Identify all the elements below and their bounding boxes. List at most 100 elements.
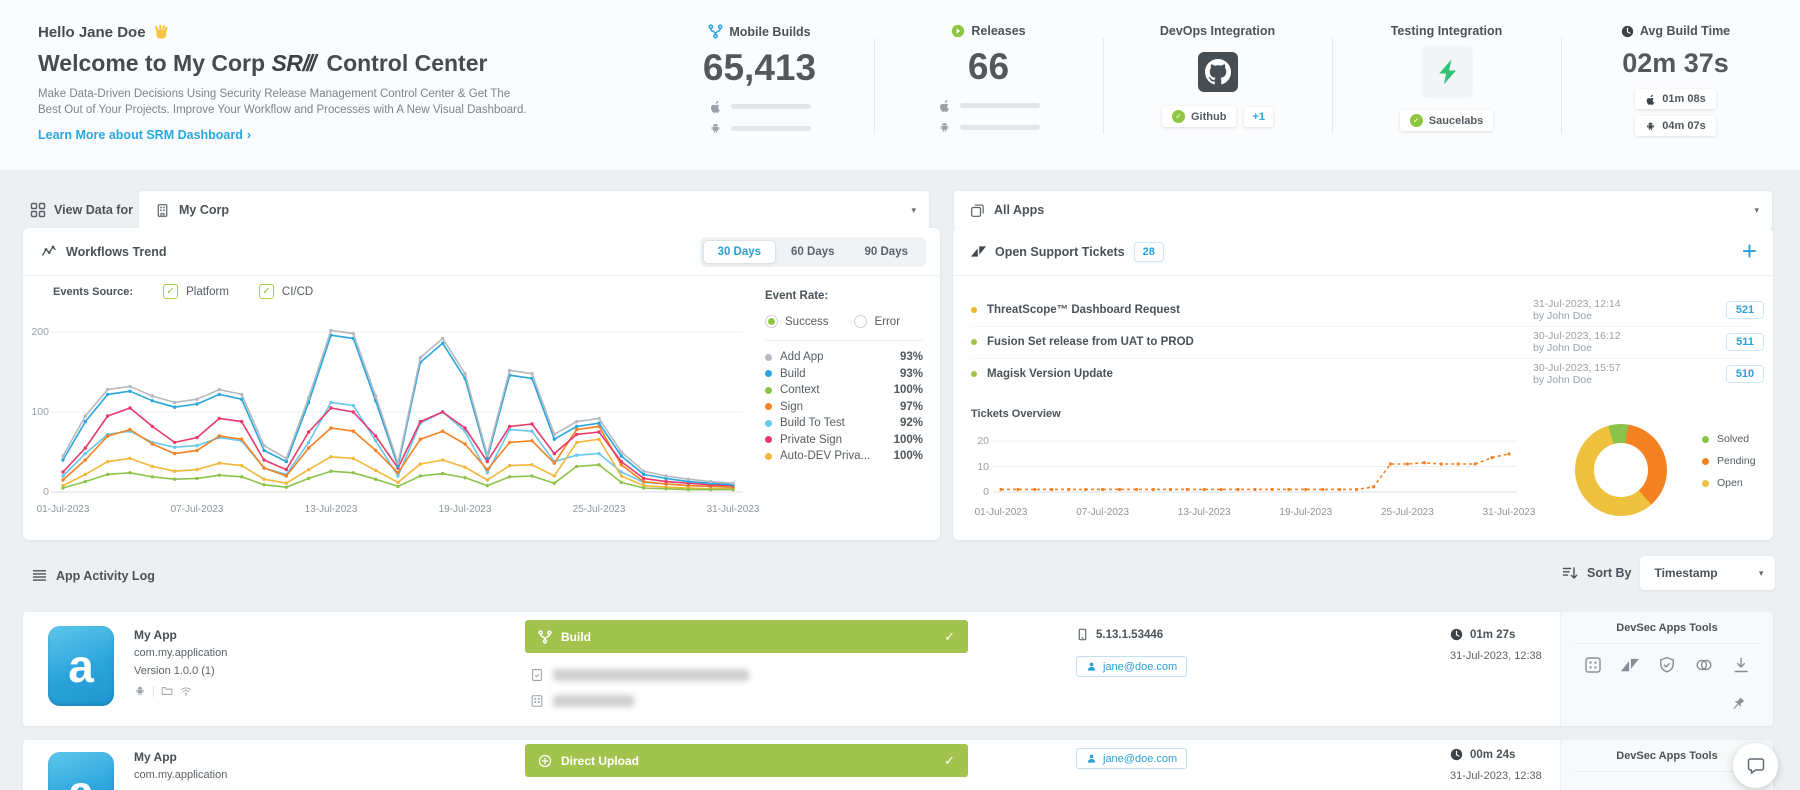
check-icon: ✓	[1172, 110, 1185, 123]
ticket-row[interactable]: Magisk Version Update 30-Jul-2023, 15:57…	[953, 358, 1773, 390]
ticket-id-badge[interactable]: 511	[1726, 333, 1764, 351]
legend-label: Context	[780, 384, 820, 397]
y-tick-label: 200	[31, 326, 49, 338]
user-badge[interactable]: jane@doe.com	[1076, 656, 1188, 677]
pin-icon[interactable]	[1730, 696, 1747, 713]
legend-label: Build To Test	[780, 417, 845, 430]
user-email: jane@doe.com	[1103, 660, 1178, 673]
y-tick-label: 0	[983, 486, 989, 498]
y-tick-label: 20	[977, 435, 989, 448]
status-dot	[971, 339, 977, 345]
donut-legend-pending: Pending	[1702, 450, 1756, 472]
learn-more-link[interactable]: Learn More about SRM Dashboard ›	[38, 128, 251, 142]
error-radio[interactable]: Error	[854, 315, 900, 328]
tab-30-days[interactable]: 30 Days	[702, 240, 777, 264]
x-tick-label: 19-Jul-2023	[438, 504, 492, 515]
legend-label: Auto-DEV Priva...	[780, 450, 871, 463]
stat-label-text: Releases	[971, 24, 1026, 38]
ticket-row[interactable]: Fusion Set release from UAT to PROD 30-J…	[953, 326, 1773, 358]
cicd-checkbox[interactable]: ✓ CI/CD	[258, 284, 313, 299]
devsec-tools-title: DevSec Apps Tools	[1616, 750, 1718, 762]
x-tick-label: 31-Jul-2023	[1482, 507, 1536, 518]
sort-by-label: Sort By	[1587, 566, 1632, 580]
build-detail-line	[530, 668, 749, 682]
legend-pct: 100%	[893, 384, 923, 397]
status-dot	[971, 307, 977, 313]
clock-icon	[1450, 748, 1463, 761]
event-rate-label: Event Rate:	[765, 290, 829, 302]
chat-button[interactable]	[1733, 743, 1778, 788]
activity-timestamp: 31-Jul-2023, 12:38	[1450, 770, 1542, 782]
ticket-id-badge[interactable]: 521	[1726, 301, 1764, 319]
github-badge[interactable]: ✓ Github	[1162, 106, 1237, 127]
checkbox-checked-icon: ✓	[258, 284, 274, 299]
apple-icon	[1645, 94, 1656, 105]
check-icon: ✓	[944, 752, 955, 768]
github-icon	[1197, 52, 1238, 92]
x-tick-label: 31-Jul-2023	[706, 504, 760, 515]
legend-dot	[765, 452, 772, 460]
app-version: Version 1.0.0 (1)	[134, 665, 215, 677]
action-label: Build	[561, 629, 591, 644]
redacted-text	[553, 669, 749, 681]
legend-label: Add App	[780, 351, 824, 364]
ticket-timestamp: 30-Jul-2023, 15:57	[1533, 361, 1621, 374]
events-source-label: Events Source:	[53, 285, 134, 298]
apps-select-value: All Apps	[994, 203, 1045, 217]
srm-logo: SR	[271, 50, 303, 76]
person-icon	[1086, 753, 1097, 764]
platform-checkbox[interactable]: ✓ Platform	[163, 284, 229, 299]
org-select-value: My Corp	[179, 203, 229, 217]
ticket-meta: 30-Jul-2023, 16:12 by John Doe	[1533, 330, 1683, 355]
legend-dot	[1702, 435, 1709, 443]
download-icon[interactable]	[1732, 656, 1750, 674]
radio-on-icon	[765, 315, 778, 328]
zendesk-tool-icon[interactable]	[1621, 656, 1639, 674]
devops-more-badge[interactable]: +1	[1244, 106, 1273, 127]
workflows-y-axis: 0 100 200	[23, 313, 49, 499]
ticket-row[interactable]: ThreatScope™ Dashboard Request 31-Jul-20…	[953, 294, 1773, 326]
devsec-tools-section: DevSec Apps Tools	[1560, 612, 1773, 726]
legend-dot	[765, 370, 772, 378]
legend-pct: 93%	[899, 367, 923, 380]
shield-check-icon[interactable]	[1658, 656, 1676, 674]
grid-doc-icon	[530, 694, 544, 708]
success-radio[interactable]: Success	[765, 315, 828, 328]
x-tick-label: 19-Jul-2023	[1279, 507, 1333, 518]
user-badge[interactable]: jane@doe.com	[1076, 748, 1188, 769]
build-version: 5.13.1.53446	[1076, 628, 1163, 641]
x-tick-label: 25-Jul-2023	[1380, 507, 1434, 518]
ticket-id-badge[interactable]: 510	[1726, 365, 1764, 383]
android-time-text: 04m 07s	[1662, 120, 1706, 132]
events-source-row: Events Source: ✓ Platform ✓ CI/CD	[53, 284, 313, 299]
person-icon	[1086, 661, 1097, 672]
add-ticket-button[interactable]: +	[1741, 236, 1757, 266]
legend-divider	[765, 340, 923, 341]
view-data-for-text: View Data for	[54, 203, 133, 217]
legend-dot	[1702, 457, 1709, 465]
app-icon: a	[48, 752, 114, 790]
sort-select[interactable]: Timestamp ▾	[1640, 556, 1776, 590]
apps-select[interactable]: All Apps ▾	[953, 190, 1773, 230]
ios-bar-track	[959, 103, 1040, 108]
legend-item-context: Context 100%	[765, 382, 923, 399]
tab-60-days[interactable]: 60 Days	[791, 246, 835, 258]
android-icon	[938, 121, 951, 134]
saucelabs-badge[interactable]: ✓ Saucelabs	[1399, 110, 1494, 131]
ticket-title: Magisk Version Update	[987, 368, 1113, 380]
legend-label: Sign	[780, 400, 804, 413]
fork-builds-icon	[538, 629, 552, 644]
legend-dot	[765, 436, 772, 444]
status-dot	[971, 371, 977, 377]
app-icon: a	[48, 626, 114, 706]
org-select[interactable]: My Corp ▾	[138, 190, 930, 230]
tab-90-days[interactable]: 90 Days	[864, 246, 908, 258]
hero-section: Hello Jane Doe Welcome to My Corp SR/// …	[38, 24, 558, 144]
x-tick-label: 07-Jul-2023	[1076, 507, 1129, 518]
direct-upload-action-pill: Direct Upload ✓	[525, 744, 968, 777]
row-divider	[971, 358, 1755, 359]
duration-text: 01m 27s	[1470, 628, 1516, 641]
legend-label: Open	[1717, 477, 1743, 489]
apps-grid-icon[interactable]	[1584, 656, 1602, 674]
double-circle-icon[interactable]	[1695, 656, 1713, 674]
